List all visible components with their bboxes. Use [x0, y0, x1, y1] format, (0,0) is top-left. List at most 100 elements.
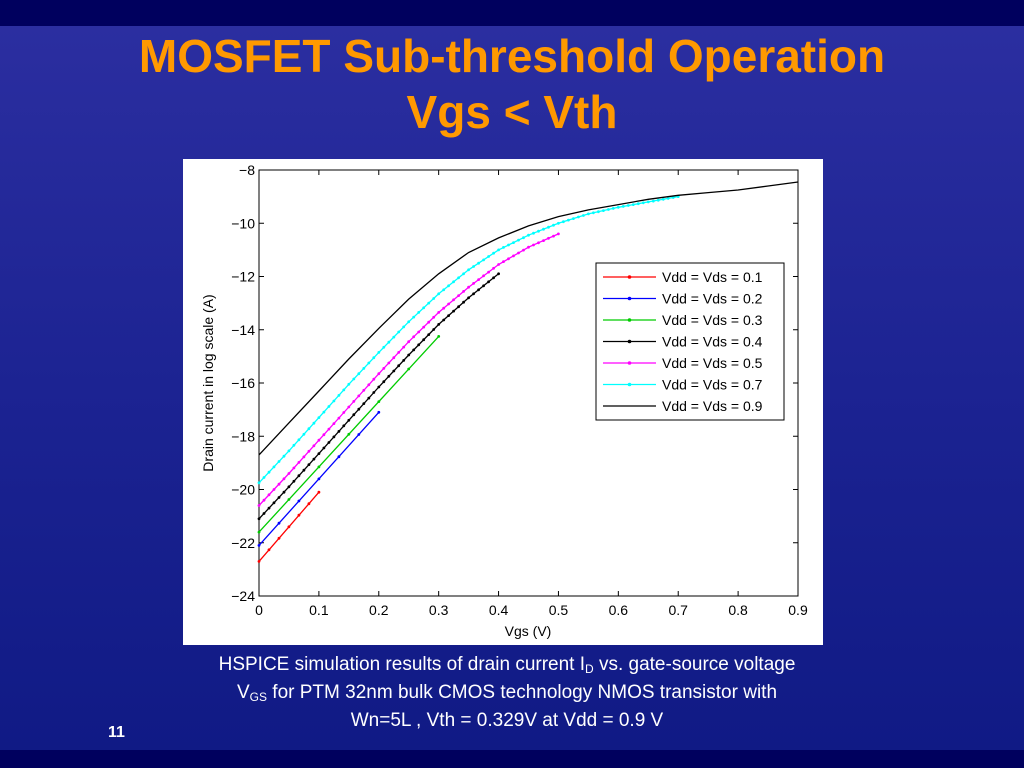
- series-point: [282, 454, 286, 458]
- legend-marker: [627, 339, 632, 344]
- caption-sub-d: D: [585, 662, 594, 676]
- legend-label: Vdd = Vds = 0.7: [662, 377, 763, 393]
- series-point: [257, 544, 261, 547]
- series-point: [367, 396, 371, 400]
- series-point: [387, 340, 391, 344]
- series-point: [582, 214, 585, 217]
- series-point: [272, 501, 276, 505]
- series-point: [312, 457, 316, 461]
- series-point: [287, 472, 291, 475]
- legend-marker: [627, 296, 632, 301]
- legend: Vdd = Vds = 0.1 Vdd = Vds = 0.2 Vdd = Vds …: [595, 262, 785, 421]
- series-point: [467, 285, 470, 289]
- slide-number: 11: [108, 724, 125, 741]
- slide-title: MOSFET Sub-threshold Operation Vgs < Vth: [0, 28, 1024, 140]
- series-point: [552, 234, 555, 238]
- series-point: [557, 232, 560, 236]
- series-point: [497, 263, 500, 266]
- series-point: [427, 301, 431, 305]
- series-point: [447, 302, 450, 306]
- legend-label: Vdd = Vds = 0.2: [662, 291, 763, 307]
- series-point: [377, 400, 381, 403]
- figure-caption: HSPICE simulation results of drain curre…: [150, 651, 864, 735]
- series-point: [277, 536, 281, 540]
- series-point: [357, 407, 361, 411]
- series-point: [597, 210, 600, 214]
- y-tick-label: −12: [231, 269, 255, 285]
- series-point: [322, 433, 326, 437]
- series-point: [467, 296, 470, 300]
- series-point: [397, 351, 401, 354]
- series-point: [602, 209, 605, 212]
- series-point: [262, 476, 266, 479]
- series-point: [407, 320, 411, 324]
- series-point: [452, 298, 455, 302]
- series-point: [557, 221, 560, 225]
- series-point: [626, 204, 630, 207]
- series-point: [547, 225, 550, 229]
- series-point: [437, 323, 441, 326]
- slide-title-line1: MOSFET Sub-threshold Operation: [138, 30, 886, 82]
- series-point: [587, 212, 590, 216]
- series-point: [347, 382, 351, 386]
- series-point: [517, 251, 520, 255]
- legend-marker: [627, 382, 632, 387]
- caption-line-2: VGS for PTM 32nm bulk CMOS technology NM…: [150, 679, 864, 707]
- series-point: [472, 292, 475, 296]
- chart-panel: 0 0.1 0.2 0.3 0.4 0.5 0.6 0.7 0.8 0.9 −24 −22 −20 −1…: [183, 159, 823, 645]
- y-tick-label: −20: [231, 482, 255, 498]
- series-point: [607, 208, 610, 211]
- series-point: [442, 288, 446, 292]
- series-point: [322, 410, 326, 414]
- legend-label: Vdd = Vds = 0.9: [662, 398, 763, 414]
- legend-marker: [627, 318, 632, 322]
- series-point: [492, 266, 495, 270]
- x-tick-label: 0.7: [668, 602, 688, 618]
- series-point: [392, 356, 396, 360]
- series-point: [517, 238, 520, 242]
- series-point: [552, 223, 555, 227]
- y-tick-label: −22: [231, 535, 255, 551]
- series-point: [297, 474, 301, 478]
- slide-title-line2: Vgs < Vth: [406, 86, 618, 138]
- series-point: [317, 438, 321, 442]
- series-point: [447, 314, 450, 317]
- series-point: [282, 477, 286, 481]
- legend-label: Vdd = Vds = 0.1: [662, 269, 763, 285]
- series-point: [472, 265, 475, 268]
- series-point: [482, 284, 485, 288]
- series-point: [367, 383, 371, 387]
- series-point: [342, 424, 346, 428]
- series-point: [362, 388, 366, 392]
- x-tick-label: 0.4: [489, 602, 509, 618]
- series-point: [432, 328, 436, 331]
- series-point: [352, 413, 356, 417]
- series-point: [342, 411, 346, 414]
- series-point: [537, 229, 540, 233]
- series-point: [387, 374, 391, 378]
- series-point: [666, 197, 670, 200]
- series-point: [337, 416, 341, 420]
- series-point: [512, 241, 515, 244]
- series-point: [442, 318, 446, 322]
- series-point: [482, 274, 485, 278]
- caption-part1: HSPICE simulation results of drain curre…: [218, 654, 586, 675]
- y-tick-label: −14: [231, 322, 255, 338]
- x-tick-label: 0.8: [728, 602, 748, 618]
- series-point: [507, 257, 510, 261]
- series-point: [412, 315, 416, 319]
- caption-part2: vs. gate-source voltage: [593, 654, 796, 675]
- series-point: [337, 430, 341, 433]
- series-point: [302, 432, 306, 436]
- series-point: [447, 284, 450, 288]
- series-point: [302, 455, 306, 459]
- series-point: [651, 199, 655, 203]
- series-point: [292, 443, 296, 447]
- series-point: [257, 517, 261, 521]
- series-point: [462, 290, 465, 293]
- series-point: [357, 433, 361, 436]
- series-point: [377, 385, 381, 389]
- series-point: [477, 261, 480, 265]
- series-point: [532, 243, 535, 247]
- series-point: [317, 477, 321, 481]
